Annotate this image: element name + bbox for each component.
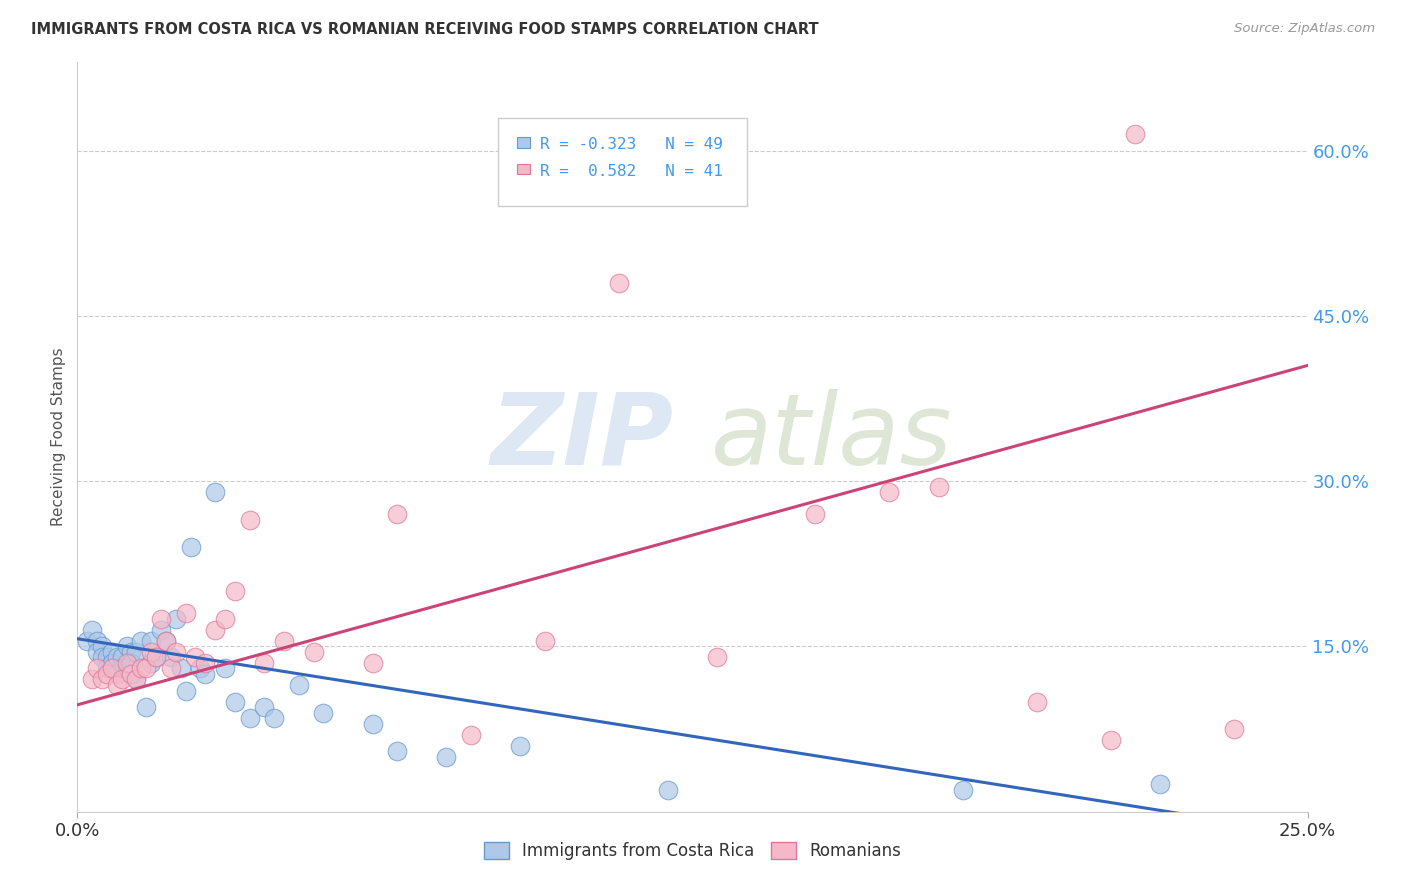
Point [82, 673, 104, 687]
Point [174, 683, 197, 698]
Point [111, 673, 132, 687]
Point [170, 661, 193, 675]
Point [155, 634, 177, 648]
Point [121, 656, 143, 670]
Point [96, 661, 118, 675]
Point [90, 640, 114, 654]
Point [194, 667, 217, 681]
Point [155, 634, 177, 648]
Point [263, 711, 285, 725]
Point [105, 667, 128, 681]
Point [121, 667, 143, 681]
Point [115, 656, 138, 670]
Point [436, 749, 458, 764]
Point [174, 607, 197, 621]
Point [361, 716, 384, 731]
Point [214, 612, 236, 626]
Point [150, 612, 173, 626]
Point [141, 645, 163, 659]
Point [385, 744, 409, 758]
Point [125, 673, 148, 687]
Point [86, 661, 108, 675]
Point [1223, 722, 1246, 736]
Point [82, 623, 104, 637]
Point [160, 650, 183, 665]
Point [115, 661, 138, 675]
Point [96, 667, 118, 681]
Y-axis label: Receiving Food Stamps: Receiving Food Stamps [51, 348, 66, 526]
Point [239, 513, 262, 527]
Point [184, 650, 207, 665]
Point [224, 694, 246, 708]
Point [160, 661, 183, 675]
Point [90, 650, 114, 665]
Point [90, 673, 114, 687]
Point [86, 645, 108, 659]
Point [105, 650, 128, 665]
Point [101, 656, 124, 670]
Text: Source: ZipAtlas.com: Source: ZipAtlas.com [1234, 22, 1375, 36]
Point [165, 645, 187, 659]
Point [111, 661, 132, 675]
Point [460, 728, 482, 742]
Point [188, 661, 212, 675]
Point [952, 782, 974, 797]
Point [273, 634, 295, 648]
Point [101, 645, 124, 659]
Point [657, 782, 679, 797]
Point [253, 700, 276, 714]
Point [165, 612, 187, 626]
Point [1149, 777, 1171, 791]
Point [312, 706, 335, 720]
Text: R =  0.582   N = 41: R = 0.582 N = 41 [540, 163, 723, 178]
Point [1026, 694, 1049, 708]
Point [145, 650, 167, 665]
Point [125, 645, 148, 659]
Point [1125, 127, 1147, 141]
Point [253, 656, 276, 670]
Point [214, 661, 236, 675]
Point [125, 673, 148, 687]
Point [534, 634, 557, 648]
Point [302, 645, 325, 659]
Point [706, 650, 728, 665]
Point [204, 623, 226, 637]
Point [105, 678, 128, 692]
Legend: Immigrants from Costa Rica, Romanians: Immigrants from Costa Rica, Romanians [477, 836, 908, 867]
Point [928, 480, 950, 494]
Point [361, 656, 384, 670]
Text: ZIP: ZIP [491, 389, 673, 485]
Point [129, 634, 153, 648]
Text: R = -0.323   N = 49: R = -0.323 N = 49 [540, 136, 723, 152]
Point [101, 661, 124, 675]
Point [180, 541, 202, 555]
Point [879, 485, 901, 500]
Point [135, 661, 157, 675]
Point [224, 584, 246, 599]
Point [150, 623, 173, 637]
Point [1099, 733, 1122, 747]
Point [509, 739, 531, 753]
Point [96, 650, 118, 665]
Point [76, 634, 98, 648]
Point [204, 485, 226, 500]
Point [385, 507, 409, 521]
Point [145, 650, 167, 665]
Point [194, 656, 217, 670]
Point [239, 711, 262, 725]
Text: IMMIGRANTS FROM COSTA RICA VS ROMANIAN RECEIVING FOOD STAMPS CORRELATION CHART: IMMIGRANTS FROM COSTA RICA VS ROMANIAN R… [31, 22, 818, 37]
Text: atlas: atlas [711, 389, 952, 485]
Point [135, 700, 157, 714]
Point [607, 276, 630, 290]
Point [115, 640, 138, 654]
Point [804, 507, 827, 521]
Point [86, 634, 108, 648]
Point [111, 650, 132, 665]
Point [288, 678, 311, 692]
Point [129, 661, 153, 675]
Point [141, 656, 163, 670]
Point [121, 645, 143, 659]
Point [141, 634, 163, 648]
